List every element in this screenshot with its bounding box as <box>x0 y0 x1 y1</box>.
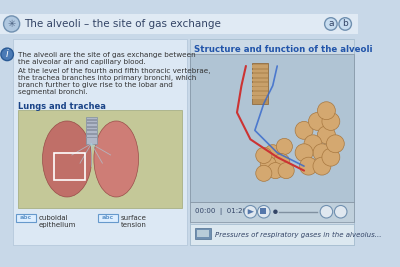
FancyBboxPatch shape <box>0 14 358 253</box>
Circle shape <box>256 147 272 163</box>
Text: Pressures of respiratory gases in the alveolus...: Pressures of respiratory gases in the al… <box>215 232 381 238</box>
FancyBboxPatch shape <box>252 70 268 72</box>
Text: Structure and function of the alveoli: Structure and function of the alveoli <box>194 45 372 54</box>
Circle shape <box>308 112 326 130</box>
Text: surface
tension: surface tension <box>121 215 146 228</box>
Text: At the level of the fourth and fifth thoracic vertebrae,
the trachea branches in: At the level of the fourth and fifth tho… <box>18 68 210 95</box>
FancyBboxPatch shape <box>190 39 354 245</box>
Circle shape <box>318 126 335 144</box>
Circle shape <box>295 144 313 162</box>
Circle shape <box>322 148 340 166</box>
Ellipse shape <box>42 121 92 197</box>
FancyBboxPatch shape <box>0 14 358 34</box>
Circle shape <box>325 18 337 30</box>
Circle shape <box>318 102 335 120</box>
Circle shape <box>276 138 292 155</box>
Text: 00:00  |  01:20: 00:00 | 01:20 <box>195 208 247 215</box>
FancyBboxPatch shape <box>252 63 268 104</box>
Text: Lungs and trachea: Lungs and trachea <box>18 102 106 111</box>
FancyBboxPatch shape <box>86 129 96 131</box>
FancyBboxPatch shape <box>86 126 96 128</box>
Circle shape <box>339 18 352 30</box>
Circle shape <box>304 135 322 153</box>
Circle shape <box>4 16 20 32</box>
FancyBboxPatch shape <box>12 39 187 245</box>
FancyBboxPatch shape <box>195 228 211 239</box>
Circle shape <box>326 135 344 153</box>
Circle shape <box>313 157 331 175</box>
FancyBboxPatch shape <box>252 65 268 68</box>
FancyBboxPatch shape <box>197 230 209 237</box>
Circle shape <box>322 112 340 130</box>
FancyBboxPatch shape <box>98 214 118 222</box>
FancyBboxPatch shape <box>190 202 354 222</box>
Circle shape <box>274 154 290 170</box>
Polygon shape <box>248 209 254 214</box>
Circle shape <box>260 156 276 172</box>
Circle shape <box>313 144 331 162</box>
FancyBboxPatch shape <box>252 88 268 90</box>
Text: abc: abc <box>20 215 32 220</box>
FancyBboxPatch shape <box>86 119 96 120</box>
Text: abc: abc <box>102 215 114 220</box>
Circle shape <box>300 157 318 175</box>
FancyBboxPatch shape <box>16 214 36 222</box>
Circle shape <box>267 163 284 179</box>
FancyBboxPatch shape <box>86 122 96 124</box>
FancyBboxPatch shape <box>18 110 182 208</box>
Circle shape <box>258 206 270 218</box>
FancyBboxPatch shape <box>86 133 96 135</box>
FancyBboxPatch shape <box>252 74 268 77</box>
Circle shape <box>1 48 14 61</box>
Text: The alveoli are the site of gas exchange between
the alveolar air and capillary : The alveoli are the site of gas exchange… <box>18 52 196 65</box>
FancyBboxPatch shape <box>86 137 96 138</box>
Ellipse shape <box>94 121 139 197</box>
FancyBboxPatch shape <box>252 83 268 86</box>
Circle shape <box>265 145 281 161</box>
Circle shape <box>320 206 333 218</box>
Circle shape <box>295 121 313 139</box>
FancyBboxPatch shape <box>252 78 268 81</box>
FancyBboxPatch shape <box>86 117 96 144</box>
Text: ✳: ✳ <box>8 19 16 29</box>
FancyBboxPatch shape <box>260 208 266 214</box>
Circle shape <box>256 165 272 181</box>
Circle shape <box>278 163 294 179</box>
Text: b: b <box>342 19 348 29</box>
Text: a: a <box>328 19 334 29</box>
Text: i: i <box>6 49 8 59</box>
FancyBboxPatch shape <box>252 96 268 99</box>
Text: The alveoli – the site of gas exchange: The alveoli – the site of gas exchange <box>24 19 221 29</box>
FancyBboxPatch shape <box>190 54 354 202</box>
Circle shape <box>273 210 278 214</box>
FancyBboxPatch shape <box>190 224 354 245</box>
Circle shape <box>334 206 347 218</box>
Circle shape <box>244 206 257 218</box>
Text: cuboidal
epithelium: cuboidal epithelium <box>38 215 76 228</box>
FancyBboxPatch shape <box>252 92 268 95</box>
